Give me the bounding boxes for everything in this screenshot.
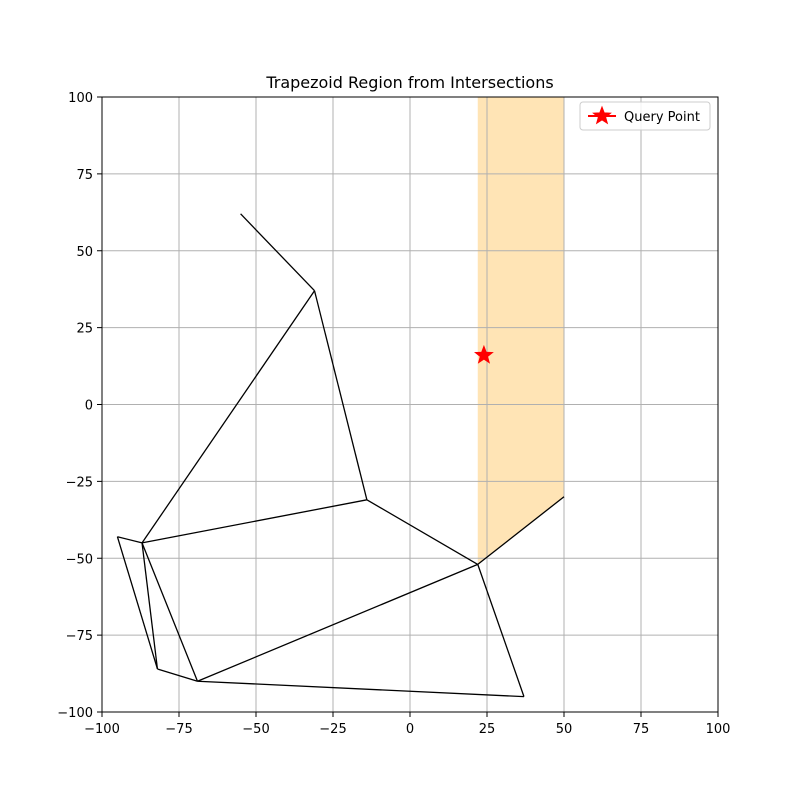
segment-line — [141, 542, 199, 682]
trapezoid-region — [477, 97, 564, 565]
x-tick-label: 0 — [406, 722, 414, 737]
y-tick-label: −25 — [66, 475, 93, 490]
segment-line — [197, 563, 479, 682]
plot-area: −100 −75 −50 −25 0 25 50 75 100 −100 −75 −50 −25 0 25 5… — [57, 91, 730, 737]
y-tick-label: −50 — [66, 552, 93, 567]
x-tick-label: −75 — [165, 722, 192, 737]
segment-line — [313, 290, 368, 500]
y-tick-label: 75 — [76, 168, 93, 183]
segment-line — [197, 680, 524, 698]
y-tick-label: −75 — [66, 629, 93, 644]
x-tick-label: −100 — [84, 722, 120, 737]
segment-line — [116, 536, 159, 670]
query-point-marker — [474, 344, 494, 364]
y-tick-label: −100 — [57, 706, 93, 721]
segment-line — [141, 290, 316, 544]
y-tick-label: 0 — [85, 399, 93, 414]
segment-line — [240, 213, 315, 292]
x-tick-label: 100 — [706, 722, 731, 737]
chart-title: Trapezoid Region from Intersections — [265, 73, 553, 92]
segment-line — [157, 668, 198, 682]
segment-line — [477, 496, 565, 565]
segment-line — [477, 564, 525, 697]
segment-line — [141, 499, 368, 544]
x-tick-label: −50 — [242, 722, 269, 737]
segment-line — [141, 542, 159, 670]
y-tick-label: 100 — [68, 91, 93, 106]
segment-line — [117, 536, 143, 544]
y-tick-label: 50 — [76, 245, 93, 260]
x-tick-label: 50 — [556, 722, 573, 737]
x-tick-label: −25 — [319, 722, 346, 737]
legend-label: Query Point — [624, 110, 700, 125]
legend-box — [579, 101, 711, 131]
x-tick-label: 25 — [479, 722, 496, 737]
legend-star-icon — [592, 105, 612, 125]
segment-line — [366, 499, 479, 565]
y-tick-label: 25 — [76, 322, 93, 337]
x-tick-label: 75 — [633, 722, 650, 737]
